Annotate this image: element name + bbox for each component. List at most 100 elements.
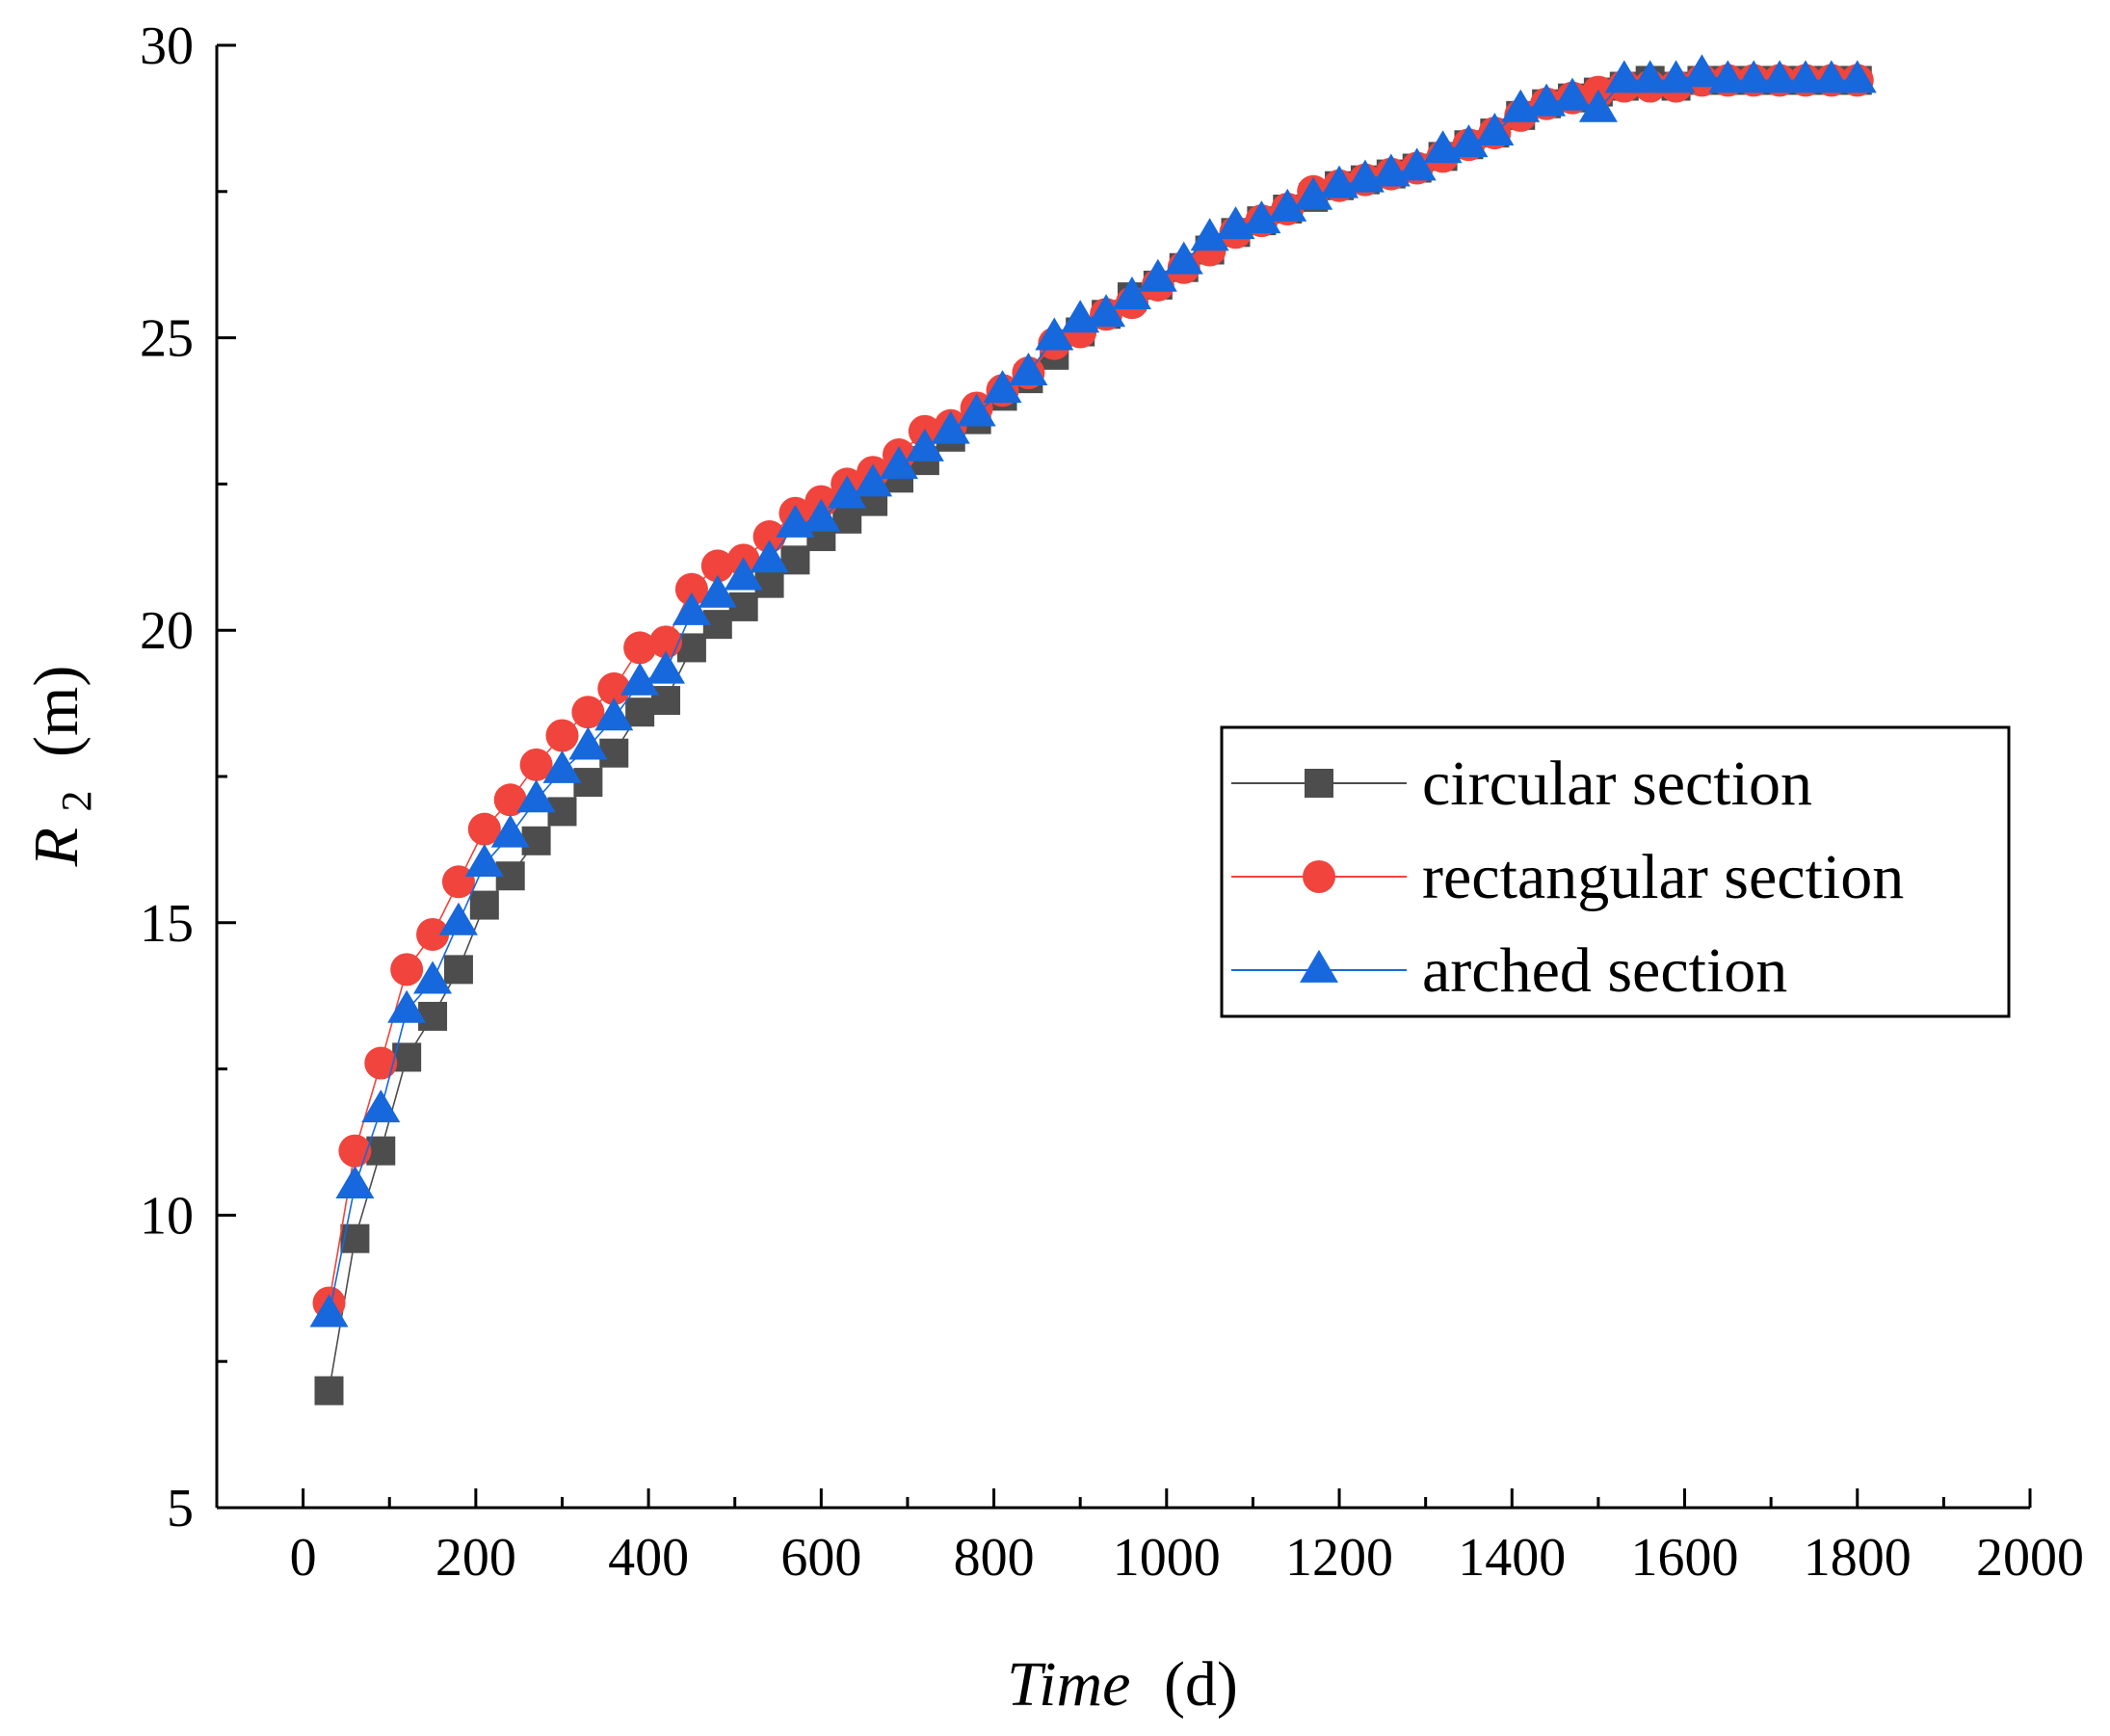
data-point-square bbox=[521, 826, 551, 855]
data-point-triangle bbox=[646, 650, 686, 684]
data-point-triangle bbox=[931, 410, 970, 444]
data-point-circle bbox=[752, 520, 786, 554]
series-circle bbox=[312, 64, 1874, 1320]
data-point-circle bbox=[519, 748, 553, 781]
series-line-triangle bbox=[328, 73, 1858, 1315]
data-point-circle bbox=[623, 631, 657, 665]
data-point-square bbox=[754, 568, 784, 598]
data-point-triangle bbox=[438, 902, 478, 935]
data-point-triangle bbox=[828, 475, 867, 509]
legend-item-circle: rectangular section bbox=[1231, 842, 1904, 912]
data-point-circle bbox=[545, 719, 579, 752]
data-point-triangle bbox=[1837, 60, 1877, 93]
data-point-triangle bbox=[620, 662, 660, 696]
data-point-triangle bbox=[1268, 188, 1307, 222]
legend-label-triangle: arched section bbox=[1422, 935, 1787, 1006]
y-tick-label: 15 bbox=[140, 894, 194, 954]
data-point-triangle bbox=[724, 557, 763, 591]
data-point-triangle bbox=[1734, 60, 1774, 93]
data-point-triangle bbox=[854, 463, 893, 497]
data-point-triangle bbox=[983, 370, 1022, 404]
data-point-circle bbox=[338, 1134, 372, 1168]
x-tick-label: 800 bbox=[954, 1528, 1035, 1588]
data-point-triangle bbox=[1682, 54, 1722, 88]
y-axis-title-subscript: 2 bbox=[53, 790, 100, 811]
data-point-triangle bbox=[672, 592, 711, 625]
x-tick-label: 2000 bbox=[1976, 1528, 2084, 1588]
legend-marker-triangle bbox=[1300, 949, 1338, 983]
data-point-triangle bbox=[698, 574, 737, 608]
legend-item-square: circular section bbox=[1231, 749, 1812, 819]
data-point-triangle bbox=[1009, 352, 1048, 385]
legend-marker-square bbox=[1305, 769, 1333, 798]
legend-label-square: circular section bbox=[1422, 749, 1812, 819]
data-point-triangle bbox=[1190, 218, 1229, 251]
data-point-square bbox=[599, 738, 629, 768]
ticks-layer: 0 200 400 600 800 1000 1200 1400 1600 1800 2000 5 10… bbox=[140, 16, 2084, 1588]
data-point-triangle bbox=[1112, 276, 1151, 310]
data-point-triangle bbox=[516, 779, 556, 813]
x-tick-label: 600 bbox=[780, 1528, 861, 1588]
data-point-triangle bbox=[490, 814, 530, 848]
x-tick-label: 1000 bbox=[1113, 1528, 1221, 1588]
legend: circular section rectangular section arche… bbox=[1220, 725, 2011, 1018]
data-point-triangle bbox=[1035, 317, 1074, 351]
data-point-triangle bbox=[957, 393, 996, 427]
data-point-triangle bbox=[413, 960, 453, 994]
legend-label-circle: rectangular section bbox=[1422, 842, 1904, 912]
x-tick-label: 1200 bbox=[1285, 1528, 1393, 1588]
y-axis-title: R 2 (m) bbox=[21, 666, 105, 868]
data-point-triangle bbox=[1087, 294, 1126, 328]
legend-box bbox=[1220, 725, 2011, 1018]
data-point-square bbox=[469, 890, 499, 920]
data-point-circle bbox=[364, 1046, 398, 1080]
data-point-circle bbox=[674, 572, 708, 606]
data-point-triangle bbox=[1553, 77, 1593, 111]
data-point-triangle bbox=[1811, 60, 1851, 93]
y-tick-label: 20 bbox=[140, 601, 194, 661]
data-point-triangle bbox=[1397, 147, 1437, 181]
legend-item-triangle: arched section bbox=[1231, 935, 1787, 1006]
data-point-triangle bbox=[309, 1294, 349, 1328]
x-axis-title-italic: Time bbox=[1007, 1649, 1130, 1720]
x-tick-label: 1800 bbox=[1804, 1528, 1912, 1588]
data-point-triangle bbox=[1242, 200, 1281, 234]
data-point-circle bbox=[416, 917, 450, 951]
x-axis-title-unit: (d) bbox=[1164, 1649, 1238, 1720]
data-point-triangle bbox=[1475, 113, 1515, 145]
data-point-triangle bbox=[1138, 258, 1177, 292]
y-tick-label: 5 bbox=[167, 1479, 194, 1539]
data-point-triangle bbox=[1785, 60, 1825, 93]
data-point-triangle bbox=[335, 1165, 375, 1198]
data-point-circle bbox=[597, 671, 631, 705]
x-tick-label: 1600 bbox=[1631, 1528, 1739, 1588]
data-point-square bbox=[625, 697, 655, 727]
data-point-triangle bbox=[905, 428, 944, 461]
y-tick-label: 10 bbox=[140, 1186, 194, 1246]
data-point-triangle bbox=[542, 750, 582, 783]
data-point-triangle bbox=[387, 989, 427, 1023]
x-tick-label: 200 bbox=[435, 1528, 516, 1588]
data-point-circle bbox=[390, 953, 424, 986]
data-point-circle bbox=[571, 696, 605, 729]
data-point-square bbox=[443, 955, 473, 985]
data-point-circle bbox=[467, 812, 501, 846]
data-point-square bbox=[418, 1001, 448, 1031]
y-axis-title-symbol: R bbox=[21, 828, 92, 867]
data-point-triangle bbox=[464, 844, 504, 877]
y-axis-title-unit: (m) bbox=[21, 666, 92, 757]
series-layer bbox=[309, 54, 1877, 1406]
data-point-triangle bbox=[1449, 124, 1489, 158]
data-point-square bbox=[676, 633, 706, 663]
legend-items: circular section rectangular section arche… bbox=[1231, 749, 1904, 1006]
data-point-circle bbox=[649, 625, 683, 659]
series-line-circle bbox=[328, 79, 1858, 1303]
data-point-triangle bbox=[568, 726, 608, 760]
data-point-square bbox=[340, 1223, 370, 1253]
data-point-triangle bbox=[361, 1090, 401, 1123]
x-tick-label: 1400 bbox=[1458, 1528, 1566, 1588]
data-point-triangle bbox=[879, 446, 918, 480]
data-point-triangle bbox=[1294, 176, 1333, 210]
data-point-square bbox=[314, 1376, 344, 1406]
